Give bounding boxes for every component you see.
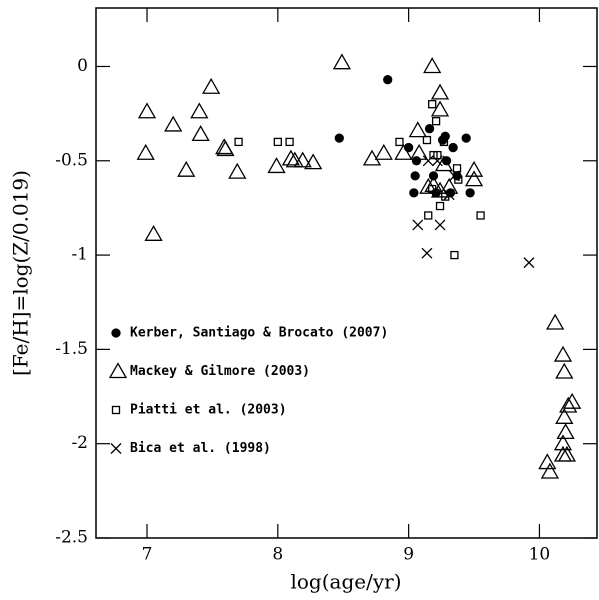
point [395, 137, 404, 147]
y-tick-label: -2.5 [55, 528, 88, 548]
point [464, 160, 484, 177]
plot-frame [95, 7, 598, 539]
point [439, 137, 449, 147]
point [422, 135, 432, 145]
y-tick-label: -1 [71, 245, 88, 265]
point [448, 142, 458, 153]
point [411, 156, 422, 166]
point [201, 77, 221, 94]
point [394, 143, 413, 160]
legend-label: Mackey & Gilmore (2003) [130, 364, 310, 379]
point [454, 175, 463, 184]
point [443, 189, 455, 201]
point [461, 133, 471, 143]
point [431, 117, 441, 126]
point [431, 155, 443, 167]
point [164, 115, 183, 132]
point [465, 188, 475, 198]
point [435, 201, 445, 211]
point [428, 171, 439, 181]
point [137, 102, 157, 119]
point [452, 164, 462, 173]
point [428, 100, 437, 109]
y-tick-label: -2 [71, 433, 88, 453]
point [441, 192, 450, 201]
point [423, 57, 442, 74]
point [553, 434, 573, 451]
point [409, 143, 429, 160]
point [410, 171, 420, 181]
point [304, 153, 323, 170]
y-tick-label: -1.5 [55, 339, 88, 359]
point [448, 170, 460, 182]
point [540, 462, 560, 479]
y-tick-label: -0.5 [55, 150, 88, 170]
point [424, 211, 433, 220]
point [234, 137, 243, 147]
point [557, 445, 577, 462]
point [556, 423, 575, 440]
point [428, 184, 437, 194]
y-axis-label: [Fe/H]=log(Z/0.019) [9, 170, 33, 376]
point [433, 150, 442, 160]
point [422, 155, 434, 167]
point [334, 133, 344, 143]
point [464, 170, 484, 187]
point [144, 225, 163, 241]
x-tick-label: 8 [272, 545, 283, 565]
legend-label: Bica et al. (1998) [130, 441, 271, 456]
x-tick-label: 7 [142, 545, 153, 565]
legend-marker [108, 362, 128, 379]
x-axis-label: log(age/yr) [290, 570, 401, 594]
point [215, 138, 234, 155]
point [430, 100, 450, 117]
point [216, 140, 235, 157]
point [136, 143, 155, 160]
point [285, 137, 294, 147]
point [553, 345, 573, 362]
point [538, 453, 557, 470]
y-tick-label: 0 [77, 56, 88, 76]
point [546, 313, 565, 330]
point [293, 151, 312, 168]
legend-label: Kerber, Santiago & Brocato (2007) [130, 326, 388, 341]
point [434, 219, 446, 231]
point [383, 75, 393, 85]
point [332, 53, 352, 70]
point [421, 247, 433, 259]
point [281, 149, 301, 166]
point [228, 162, 247, 179]
point [374, 143, 393, 160]
point [412, 219, 424, 231]
point [555, 362, 574, 379]
point [523, 257, 535, 269]
point [450, 250, 459, 260]
legend-marker [111, 405, 121, 415]
legend-marker [110, 443, 122, 454]
legend-marker [111, 328, 121, 338]
x-tick-label: 10 [529, 545, 551, 565]
point [273, 137, 282, 147]
point [408, 121, 427, 138]
point [177, 160, 196, 177]
point [424, 124, 435, 134]
point [409, 188, 419, 198]
point [430, 83, 450, 100]
legend-label: Piatti et al. (2003) [130, 403, 287, 418]
point [191, 125, 210, 142]
point [424, 175, 443, 192]
point [476, 211, 485, 220]
x-tick-label: 9 [403, 545, 414, 565]
point [563, 392, 582, 409]
point [555, 407, 574, 424]
point [267, 157, 286, 174]
point [362, 149, 382, 166]
point [559, 396, 578, 413]
point [190, 102, 209, 119]
